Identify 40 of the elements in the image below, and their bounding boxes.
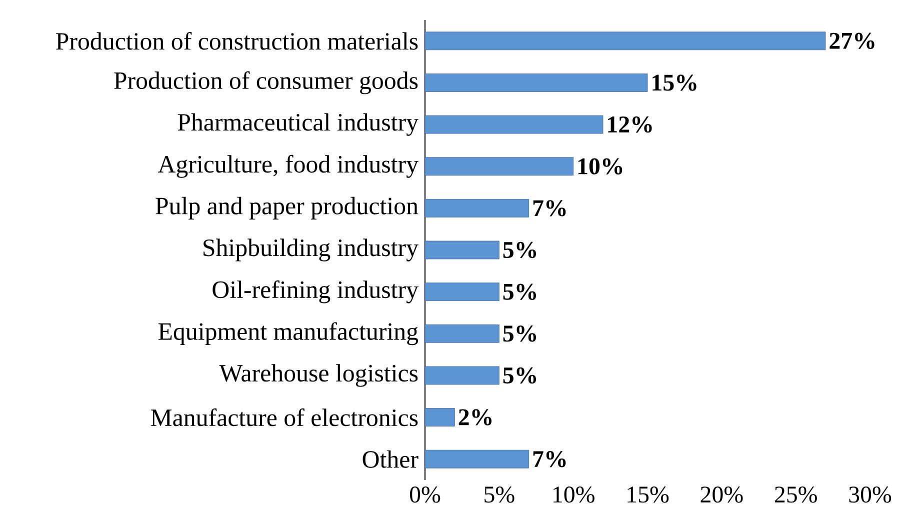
bar bbox=[424, 157, 574, 176]
y-tick-label: Other bbox=[362, 450, 418, 468]
bar bbox=[424, 366, 500, 385]
y-tick-label: Manufacture of electronics bbox=[150, 408, 418, 426]
data-label: 5% bbox=[503, 284, 536, 300]
data-label: 15% bbox=[652, 74, 696, 91]
y-tick-label: Oil-refining industry bbox=[212, 280, 418, 304]
y-tick-label: Equipment manufacturing bbox=[158, 322, 418, 346]
x-tick-label: 25% bbox=[774, 486, 817, 503]
data-label: 27% bbox=[830, 32, 874, 50]
bar bbox=[424, 240, 500, 260]
bar bbox=[424, 32, 826, 50]
data-label: 7% bbox=[533, 200, 566, 216]
bar bbox=[424, 324, 500, 343]
data-label: 10% bbox=[578, 158, 622, 174]
x-tick-label: 15% bbox=[628, 486, 669, 503]
y-tick-label: Pulp and paper production bbox=[156, 196, 418, 220]
x-tick-label: 0% bbox=[410, 486, 440, 503]
bar bbox=[424, 450, 530, 468]
data-label: 7% bbox=[533, 450, 566, 468]
x-tick-label: 20% bbox=[700, 486, 743, 503]
data-label: 2% bbox=[458, 409, 492, 426]
bar bbox=[424, 74, 648, 92]
data-label: 5% bbox=[503, 242, 536, 258]
y-tick-label: Production of consumer goods bbox=[114, 71, 418, 94]
y-tick-label: Production of construction materials bbox=[56, 32, 418, 50]
x-tick-label: 10% bbox=[554, 486, 594, 503]
bar bbox=[424, 198, 530, 218]
y-tick-label: Shipbuilding industry bbox=[204, 238, 418, 262]
bar bbox=[424, 408, 455, 426]
data-label: 5% bbox=[503, 326, 536, 342]
y-tick-label: Agriculture, food industry bbox=[158, 154, 418, 178]
y-tick-label: Warehouse logistics bbox=[219, 364, 418, 387]
data-label: 5% bbox=[503, 367, 536, 384]
bar bbox=[424, 115, 604, 134]
bar bbox=[424, 282, 500, 302]
data-label: 12% bbox=[608, 116, 652, 133]
x-tick-label: 30% bbox=[849, 486, 892, 503]
x-tick-label: 5% bbox=[484, 486, 514, 503]
y-tick-label: Pharmaceutical industry bbox=[178, 113, 418, 136]
